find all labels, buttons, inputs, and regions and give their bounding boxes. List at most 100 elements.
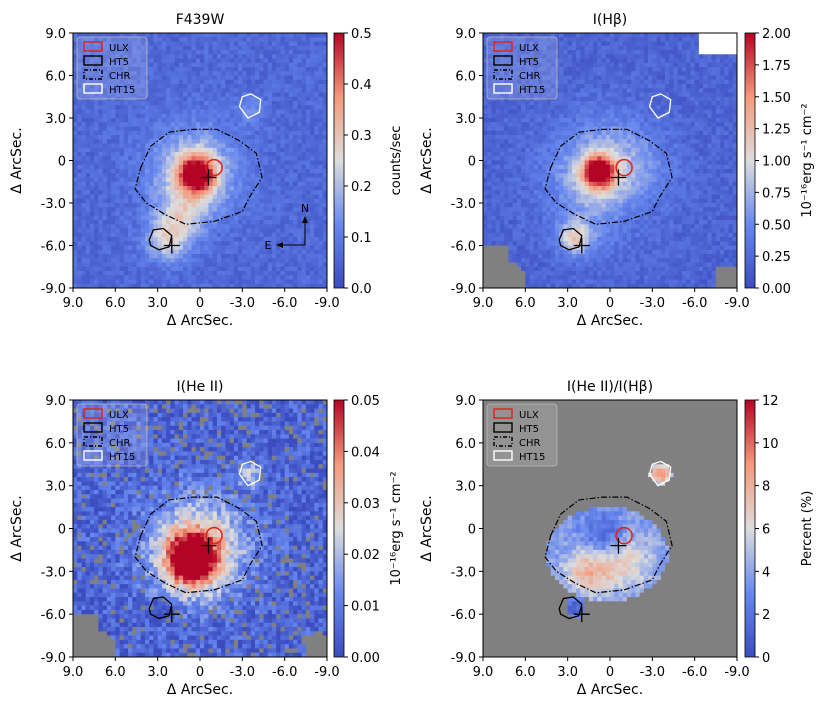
heatmap-cell bbox=[525, 101, 530, 106]
heatmap-cell bbox=[271, 50, 277, 55]
heatmap-cell bbox=[153, 122, 159, 127]
heatmap-cell bbox=[255, 169, 260, 174]
heatmap-cell bbox=[119, 203, 125, 208]
heatmap-cell bbox=[301, 122, 307, 127]
heatmap-cell bbox=[538, 283, 543, 289]
heatmap-cell bbox=[508, 71, 513, 76]
heatmap-cell bbox=[216, 160, 222, 166]
heatmap-cell bbox=[195, 101, 201, 106]
heatmap-cell bbox=[521, 283, 526, 289]
heatmap-cell bbox=[516, 62, 522, 68]
heatmap-cell bbox=[314, 198, 319, 204]
heatmap-cell bbox=[157, 96, 163, 102]
heatmap-cell bbox=[491, 71, 497, 76]
heatmap-cell bbox=[191, 220, 197, 225]
heatmap-cell bbox=[221, 224, 226, 229]
heatmap-cell bbox=[73, 75, 78, 81]
heatmap-cell bbox=[136, 139, 142, 144]
heatmap-cell bbox=[238, 62, 243, 68]
heatmap-cell bbox=[170, 75, 175, 81]
heatmap-cell bbox=[305, 88, 311, 93]
heatmap-cell bbox=[216, 75, 222, 81]
heatmap-cell bbox=[529, 241, 535, 246]
heatmap-cell bbox=[233, 71, 239, 76]
heatmap-cell bbox=[512, 169, 518, 174]
heatmap-cell bbox=[259, 194, 264, 200]
heatmap-cell bbox=[305, 147, 311, 153]
heatmap-cell bbox=[85, 190, 91, 195]
heatmap-cell bbox=[310, 215, 315, 221]
heatmap-cell bbox=[128, 211, 133, 217]
heatmap-cell bbox=[204, 279, 209, 285]
heatmap-cell bbox=[508, 75, 513, 81]
heatmap-cell bbox=[538, 169, 543, 174]
heatmap-cell bbox=[98, 194, 103, 200]
heatmap-cell bbox=[508, 275, 513, 280]
heatmap-cell bbox=[225, 190, 230, 195]
heatmap-cell bbox=[115, 177, 120, 183]
heatmap-cell bbox=[487, 237, 492, 242]
x-tick-label: 0 bbox=[196, 296, 204, 311]
heatmap-cell bbox=[204, 92, 209, 98]
heatmap-cell bbox=[153, 275, 159, 280]
heatmap-cell bbox=[250, 135, 256, 140]
heatmap-cell bbox=[255, 237, 260, 242]
heatmap-cell bbox=[106, 113, 112, 119]
heatmap-cell bbox=[238, 135, 243, 140]
heatmap-cell bbox=[98, 266, 103, 272]
heatmap-cell bbox=[94, 279, 99, 285]
heatmap-cell bbox=[111, 249, 116, 255]
heatmap-cell bbox=[512, 262, 518, 268]
heatmap-cell bbox=[191, 118, 197, 123]
heatmap-cell bbox=[504, 279, 509, 285]
heatmap-cell bbox=[136, 186, 142, 191]
heatmap-cell bbox=[554, 262, 560, 268]
heatmap-cell bbox=[508, 224, 513, 229]
heatmap-cell bbox=[200, 139, 205, 144]
heatmap-cell bbox=[525, 177, 530, 183]
heatmap-cell bbox=[550, 67, 556, 72]
heatmap-cell bbox=[301, 71, 307, 76]
heatmap-cell bbox=[504, 275, 509, 280]
heatmap-cell bbox=[208, 92, 214, 98]
heatmap-cell bbox=[499, 215, 505, 221]
heatmap-cell bbox=[77, 101, 82, 106]
heatmap-cell bbox=[263, 92, 269, 98]
heatmap-cell bbox=[225, 105, 230, 110]
heatmap-cell bbox=[504, 173, 509, 178]
heatmap-cell bbox=[216, 84, 222, 89]
heatmap-cell bbox=[483, 169, 488, 174]
heatmap-cell bbox=[85, 207, 91, 212]
heatmap-cell bbox=[512, 71, 518, 76]
heatmap-cell bbox=[115, 237, 120, 242]
heatmap-cell bbox=[554, 101, 560, 106]
heatmap-cell bbox=[246, 169, 252, 174]
heatmap-cell bbox=[255, 249, 260, 255]
heatmap-cell bbox=[212, 156, 218, 161]
heatmap-cell bbox=[123, 67, 129, 72]
heatmap-cell bbox=[516, 254, 522, 259]
heatmap-cell bbox=[153, 139, 159, 144]
heatmap-cell bbox=[525, 45, 530, 51]
heatmap-cell bbox=[559, 50, 564, 55]
heatmap-cell bbox=[166, 143, 171, 149]
heatmap-cell bbox=[516, 249, 522, 255]
heatmap-cell bbox=[305, 109, 311, 115]
heatmap-cell bbox=[508, 228, 513, 234]
heatmap-cell bbox=[119, 126, 125, 132]
heatmap-cell bbox=[174, 266, 180, 272]
heatmap-cell bbox=[102, 92, 108, 98]
heatmap-cell bbox=[94, 224, 99, 229]
heatmap-cell bbox=[546, 45, 552, 51]
heatmap-cell bbox=[204, 203, 209, 208]
heatmap-cell bbox=[499, 118, 505, 123]
heatmap-cell bbox=[166, 156, 171, 161]
heatmap-cell bbox=[153, 67, 159, 72]
heatmap-cell bbox=[216, 207, 222, 212]
heatmap-cell bbox=[136, 58, 142, 64]
heatmap-cell bbox=[73, 207, 78, 212]
heatmap-cell bbox=[204, 262, 209, 268]
heatmap-cell bbox=[170, 173, 175, 178]
heatmap-cell bbox=[301, 279, 307, 285]
heatmap-cell bbox=[533, 275, 539, 280]
